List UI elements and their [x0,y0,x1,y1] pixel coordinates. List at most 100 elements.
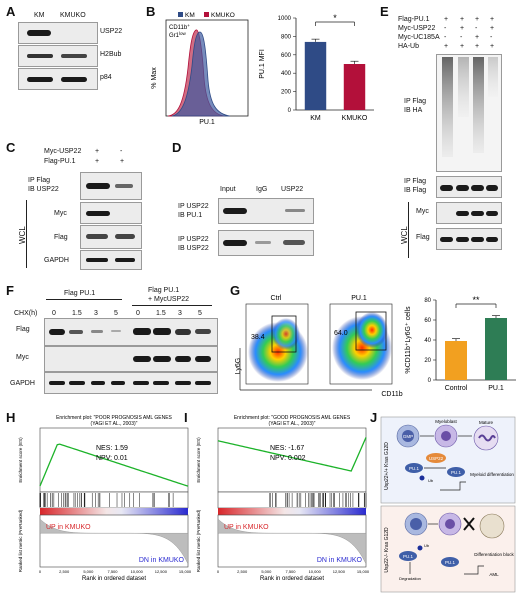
x-tick-label: 12,500 [333,569,346,574]
label-mature: Mature [479,420,494,425]
e-mark: + [475,34,480,41]
d-lane-usp22: USP22 [281,186,304,193]
sig-label: * [333,13,337,23]
metric-area [39,518,189,565]
e-row-myc: Myc [416,208,429,215]
e-mark: + [475,43,480,50]
gsea-dn: DN in KMUKO [317,557,363,564]
flow-title-ctrl: Ctrl [271,295,282,302]
gate-label-2: Gr1low [169,31,187,39]
schematic-model: Usp22+/+ Kras G12D Usp22-/- Kras G12D GM… [380,416,516,593]
c-row-myc: Myc [54,210,67,217]
y-tick-label: 0 [428,378,432,384]
blot-e-ip-flag [436,176,502,198]
f-timepoint: 0 [136,310,140,317]
label-ub-top: Ub [428,478,434,483]
e-row-flag: Flag [416,234,430,241]
bar [445,341,467,380]
blot-c-gapdh [80,250,142,270]
y-tick-label: 60 [424,318,431,324]
y-tick-label: 800 [281,34,292,40]
e-cond-myc-usp22: Myc-USP22 [398,25,436,32]
rank-gradient [40,508,188,515]
gsea-up: UP in KMUKO [224,524,269,531]
c-cond-flag-pu1: Flag-PU.1 [44,158,76,165]
bar-ylabel: PU.1 MFI [259,49,266,79]
x-tick-label: 12,500 [155,569,168,574]
e-ip1-ib: IB HA [404,107,423,114]
c-row-gapdh: GAPDH [44,257,69,264]
y-tick-label: 1000 [278,16,292,22]
bar-category-label: KMUKO [342,115,368,122]
y-tick-label: 400 [281,71,292,77]
e-mark: - [444,34,447,41]
gsea-title-2: (YAGI ET AL., 2003)" [91,421,138,427]
label-pu1-d: PU.1 [445,560,456,565]
es-curve [217,437,367,472]
c-ip-flag: IP Flag [28,177,51,184]
label-pu1-c: PU.1 [403,554,414,559]
e-mark: + [490,16,495,23]
histogram-pu1: PU.1 % Max KM KMUKO CD11b+ Gr1low [151,12,249,126]
d-row2-ip: IP USP22 [178,236,209,243]
x-tick-label: 15,000 [357,569,370,574]
gsea-nes: NES: -1.67 [270,445,304,452]
e-mark: + [490,43,495,50]
bar-chart-cd11b-ly6g: 0 20 40 60 80 %CD11b⁺Ly6G⁺ cells Control PU.1 ** [405,295,516,392]
panel-label-f: F [6,283,14,298]
e-mark: - [460,34,463,41]
blot-a-usp22 [18,22,98,44]
blot-e-ip-ha [436,54,502,172]
e-mark: - [444,25,447,32]
flow-xlabel: CD11b [381,391,402,398]
bar [485,318,507,380]
e-mark: - [490,34,493,41]
bar-ylabel: %CD11b⁺Ly6G⁺ cells [405,306,412,374]
gsea-title-1: Enrichment plot: "POOR PROGNOSIS AML GEN… [56,415,172,421]
f-row-flag: Flag [16,326,30,333]
bar-chart-pu1-mfi: 0 200 400 600 800 1000 PU.1 MFI KM KMUKO * [259,13,374,122]
row-label-usp22: USP22 [100,28,123,35]
hist-ylabel: % Max [151,67,158,89]
gsea-title-1: Enrichment plot: "GOOD PROGNOSIS AML GEN… [234,415,351,421]
y-tick-label: 40 [424,338,431,344]
f-timepoint: 3 [94,310,98,317]
panel-label-i: I [184,410,188,425]
x-tick-label: 10,000 [131,569,144,574]
f-row-gapdh: GAPDH [10,380,35,387]
blot-c-ip [80,172,142,200]
label-diff-block: Differentiation block [474,552,514,557]
f-timepoint: 1.5 [156,310,166,317]
flow-pct-pu1: 64.0 [334,330,348,337]
panel-label-b: B [146,4,156,19]
gsea-npv: NPV: 0.01 [96,455,128,462]
metric-frame [39,514,189,568]
c-mark: + [95,148,100,155]
c-cond-myc-usp22: Myc-USP22 [44,148,82,155]
genotype-top: Usp22+/+ Kras G12D [384,442,390,490]
x-tick-label: 5,000 [83,569,94,574]
flow-plots: Ctrl PU.1 38.4 64.0 Ly6G CD11b [235,295,403,398]
row-label-p84: p84 [100,74,112,81]
d-lane-igg: IgG [256,186,268,193]
e-cond-uc185a: Myc-UC185A [398,34,440,41]
blot-f-gapdh [44,372,218,394]
gsea-ylabel-bottom: Ranked list metric (PreRanked) [18,509,23,572]
label-myeloblast: Myeloblast [435,419,457,424]
f-group2-l1: Flag PU.1 [148,287,180,294]
y-tick-label: 80 [424,298,431,304]
bar-category-label: Control [445,385,468,392]
d-lane-input: Input [220,186,236,193]
blot-e-flag [436,228,502,250]
sig-label: ** [472,295,480,305]
e-ip2-ip: IP Flag [404,178,427,185]
gsea-nes: NES: 1.59 [96,445,128,452]
label-usp22: USP22 [429,456,444,461]
metric-area [217,518,367,565]
f-group1: Flag PU.1 [64,290,96,297]
blot-d-pu1 [218,198,314,224]
gsea-up: UP in KMUKO [46,524,91,531]
panel-label-e: E [380,4,389,19]
e-mark: + [490,25,495,32]
y-tick-label: 600 [281,53,292,59]
